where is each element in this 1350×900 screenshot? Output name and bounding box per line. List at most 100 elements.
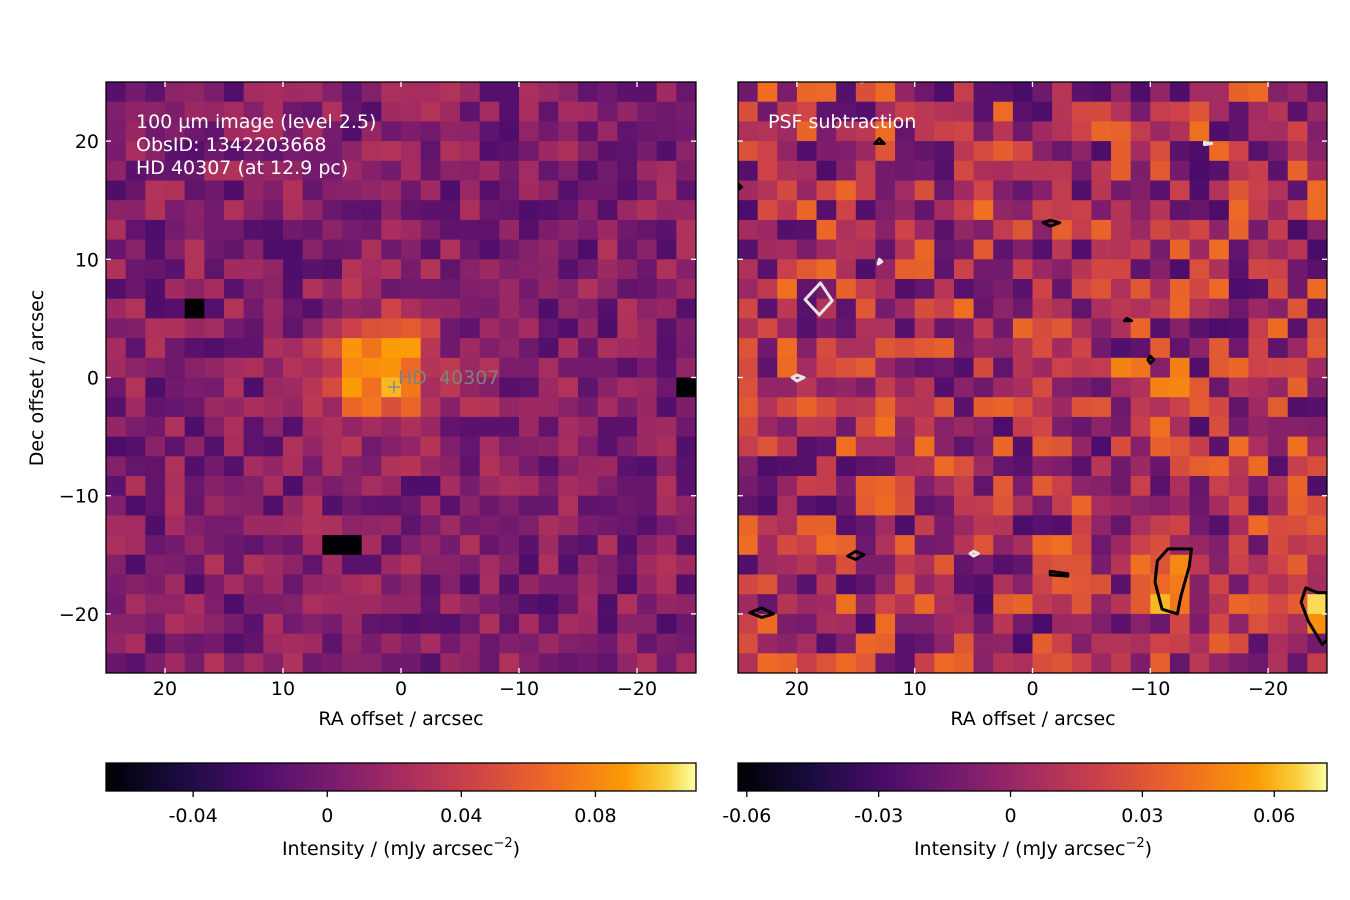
- heatmap-pixel: [1228, 160, 1250, 182]
- heatmap-pixel: [519, 279, 540, 300]
- heatmap-pixel: [757, 456, 778, 477]
- heatmap-pixel: [125, 416, 146, 438]
- heatmap-pixel: [1091, 180, 1112, 201]
- heatmap-pixel: [1150, 180, 1171, 201]
- heatmap-pixel: [578, 653, 599, 673]
- heatmap-pixel: [993, 239, 1014, 260]
- heatmap-pixel: [538, 397, 559, 418]
- heatmap-pixel: [224, 613, 245, 635]
- heatmap-pixel: [558, 357, 579, 379]
- heatmap-pixel: [875, 239, 896, 260]
- heatmap-pixel: [1209, 653, 1230, 673]
- heatmap-pixel: [914, 456, 935, 477]
- heatmap-pixel: [322, 377, 343, 398]
- heatmap-pixel: [934, 633, 955, 654]
- heatmap-pixel: [1307, 160, 1327, 182]
- heatmap-pixel: [479, 535, 500, 556]
- heatmap-pixel: [656, 476, 677, 497]
- heatmap-pixel: [1130, 653, 1151, 673]
- colorbar-tick-label: -0.04: [169, 805, 218, 827]
- heatmap-pixel: [1209, 397, 1230, 418]
- heatmap-pixel: [322, 574, 343, 595]
- heatmap-pixel: [184, 357, 205, 379]
- heatmap-pixel: [875, 633, 896, 654]
- heatmap-pixel: [204, 456, 225, 477]
- heatmap-pixel: [1071, 160, 1092, 182]
- heatmap-pixel: [302, 377, 323, 398]
- heatmap-pixel: [1150, 338, 1171, 359]
- heatmap-pixel: [361, 160, 382, 182]
- left-annotation: 100 µm image (level 2.5) ObsID: 13422036…: [136, 111, 376, 179]
- heatmap-pixel: [777, 653, 798, 673]
- heatmap-pixel: [283, 160, 304, 182]
- heatmap-pixel: [224, 416, 245, 438]
- heatmap-pixel: [993, 377, 1014, 398]
- heatmap-pixel: [1111, 318, 1132, 339]
- heatmap-pixel: [993, 574, 1014, 595]
- heatmap-pixel: [106, 259, 127, 280]
- heatmap-pixel: [895, 239, 916, 260]
- heatmap-pixel: [538, 298, 559, 319]
- heatmap-pixel: [914, 397, 935, 418]
- heatmap-pixel: [1248, 219, 1269, 241]
- heatmap-pixel: [1032, 141, 1053, 162]
- heatmap-pixel: [895, 633, 916, 654]
- heatmap-pixel: [637, 397, 658, 418]
- heatmap-pixel: [796, 298, 818, 319]
- heatmap-pixel: [224, 82, 245, 103]
- heatmap-pixel: [875, 219, 896, 241]
- heatmap-pixel: [757, 633, 778, 654]
- heatmap-pixel: [855, 416, 877, 438]
- heatmap-pixel: [224, 239, 245, 260]
- heatmap-pixel: [558, 298, 579, 319]
- heatmap-pixel: [777, 180, 798, 201]
- heatmap-pixel: [263, 495, 284, 516]
- heatmap-pixel: [1032, 515, 1053, 536]
- heatmap-pixel: [1287, 338, 1308, 359]
- heatmap-pixel: [1032, 279, 1053, 300]
- heatmap-pixel: [1091, 456, 1112, 477]
- heatmap-pixel: [796, 259, 818, 280]
- heatmap-pixel: [440, 82, 461, 103]
- heatmap-pixel: [361, 653, 382, 673]
- heatmap-pixel: [519, 554, 540, 576]
- heatmap-pixel: [165, 416, 186, 438]
- heatmap-pixel: [184, 633, 205, 654]
- heatmap-pixel: [1130, 259, 1151, 280]
- heatmap-pixel: [499, 219, 520, 241]
- heatmap-pixel: [656, 554, 677, 576]
- heatmap-pixel: [1228, 357, 1250, 379]
- heatmap-pixel: [676, 633, 696, 654]
- heatmap-pixel: [914, 318, 935, 339]
- heatmap-pixel: [558, 613, 579, 635]
- heatmap-pixel: [538, 613, 559, 635]
- heatmap-pixel: [973, 554, 994, 576]
- heatmap-pixel: [895, 160, 916, 182]
- heatmap-pixel: [934, 318, 955, 339]
- heatmap-pixel: [499, 594, 520, 615]
- heatmap-pixel: [460, 101, 481, 122]
- heatmap-pixel: [1032, 121, 1053, 142]
- heatmap-pixel: [597, 279, 618, 300]
- heatmap-pixel: [499, 436, 520, 457]
- heatmap-pixel: [1228, 653, 1250, 673]
- heatmap-pixel: [796, 456, 818, 477]
- heatmap-pixel: [973, 318, 994, 339]
- heatmap-pixel: [855, 200, 877, 221]
- heatmap-pixel: [1032, 377, 1053, 398]
- heatmap-pixel: [836, 219, 857, 241]
- heatmap-pixel: [479, 318, 500, 339]
- heatmap-pixel: [934, 180, 955, 201]
- heatmap-pixel: [106, 121, 127, 142]
- heatmap-pixel: [914, 495, 935, 516]
- heatmap-pixel: [224, 121, 245, 142]
- heatmap-pixel: [401, 121, 422, 142]
- heatmap-pixel: [381, 318, 402, 339]
- heatmap-pixel: [125, 397, 146, 418]
- heatmap-pixel: [1268, 613, 1289, 635]
- heatmap-pixel: [499, 613, 520, 635]
- heatmap-pixel: [875, 436, 896, 457]
- heatmap-pixel: [538, 535, 559, 556]
- heatmap-pixel: [1248, 397, 1269, 418]
- heatmap-pixel: [796, 397, 818, 418]
